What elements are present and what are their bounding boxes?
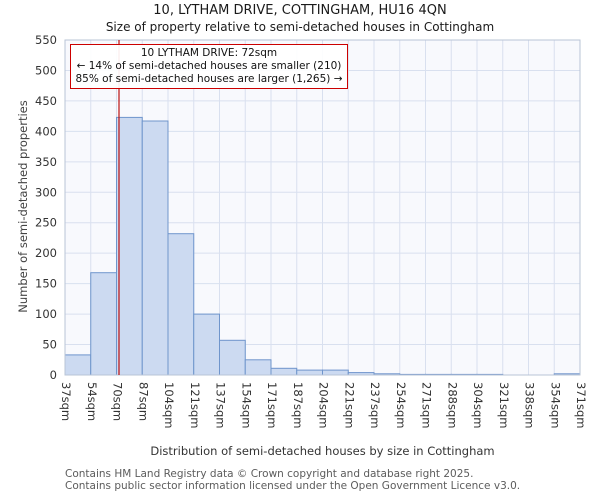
svg-text:450: 450 xyxy=(35,94,57,108)
x-axis-label: Distribution of semi-detached houses by … xyxy=(150,444,495,458)
svg-text:137sqm: 137sqm xyxy=(214,382,228,428)
svg-text:354sqm: 354sqm xyxy=(548,382,562,428)
chart-title: 10, LYTHAM DRIVE, COTTINGHAM, HU16 4QN xyxy=(153,3,447,18)
svg-text:187sqm: 187sqm xyxy=(291,382,305,428)
chart-subtitle: Size of property relative to semi-detach… xyxy=(105,20,495,34)
svg-text:154sqm: 154sqm xyxy=(239,382,253,428)
bar xyxy=(193,313,220,376)
svg-text:204sqm: 204sqm xyxy=(317,382,331,428)
svg-text:304sqm: 304sqm xyxy=(471,382,485,428)
x-tick-labels: 37sqm 54sqm 70sqm 87sqm 104sqm 121sqm 137sqm 15… xyxy=(59,382,588,428)
plot-frame xyxy=(64,39,581,376)
svg-text:37sqm: 37sqm xyxy=(59,382,73,421)
bar xyxy=(296,369,323,376)
y-tick-labels: 0 50 100 150 200 250 300 350 400 450 500 550 xyxy=(35,33,57,382)
svg-text:550: 550 xyxy=(35,33,57,47)
bar xyxy=(219,339,246,376)
bar xyxy=(270,367,298,376)
svg-text:121sqm: 121sqm xyxy=(188,382,202,428)
svg-text:500: 500 xyxy=(35,64,57,78)
svg-text:87sqm: 87sqm xyxy=(136,382,150,421)
svg-text:254sqm: 254sqm xyxy=(394,382,408,428)
callout-larger-line: 85% of semi-detached houses are larger (… xyxy=(75,73,343,85)
footer-licence-line: Contains public sector information licen… xyxy=(65,480,521,492)
svg-text:100: 100 xyxy=(35,307,57,321)
svg-text:237sqm: 237sqm xyxy=(368,382,382,428)
histogram-bars xyxy=(64,116,581,376)
svg-text:70sqm: 70sqm xyxy=(111,382,125,421)
svg-text:0: 0 xyxy=(50,368,57,382)
svg-text:171sqm: 171sqm xyxy=(265,382,279,428)
bar xyxy=(244,359,272,376)
bar xyxy=(64,354,92,376)
svg-text:221sqm: 221sqm xyxy=(342,382,356,428)
bar xyxy=(90,272,117,376)
callout-property-line: 10 LYTHAM DRIVE: 72sqm xyxy=(140,47,278,59)
svg-text:300: 300 xyxy=(35,185,57,199)
svg-text:150: 150 xyxy=(35,277,57,291)
svg-text:54sqm: 54sqm xyxy=(85,382,99,421)
svg-text:50: 50 xyxy=(42,338,57,352)
svg-text:288sqm: 288sqm xyxy=(445,382,459,428)
callout-box: 10 LYTHAM DRIVE: 72sqm ← 14% of semi-det… xyxy=(70,44,348,89)
bar xyxy=(167,233,195,376)
svg-text:350: 350 xyxy=(35,155,57,169)
svg-text:338sqm: 338sqm xyxy=(523,382,537,428)
svg-text:400: 400 xyxy=(35,124,57,138)
bar xyxy=(116,116,143,376)
bar xyxy=(322,369,349,376)
footer-copyright-line: Contains HM Land Registry data © Crown c… xyxy=(65,468,474,480)
svg-text:371sqm: 371sqm xyxy=(574,382,588,428)
callout-smaller-line: ← 14% of semi-detached houses are smalle… xyxy=(76,60,342,72)
bar xyxy=(141,120,169,376)
svg-text:200: 200 xyxy=(35,246,57,260)
svg-text:321sqm: 321sqm xyxy=(497,382,511,428)
svg-text:250: 250 xyxy=(35,216,57,230)
svg-text:104sqm: 104sqm xyxy=(162,382,176,428)
svg-text:271sqm: 271sqm xyxy=(420,382,434,428)
y-axis-label: Number of semi-detached properties xyxy=(16,100,30,313)
